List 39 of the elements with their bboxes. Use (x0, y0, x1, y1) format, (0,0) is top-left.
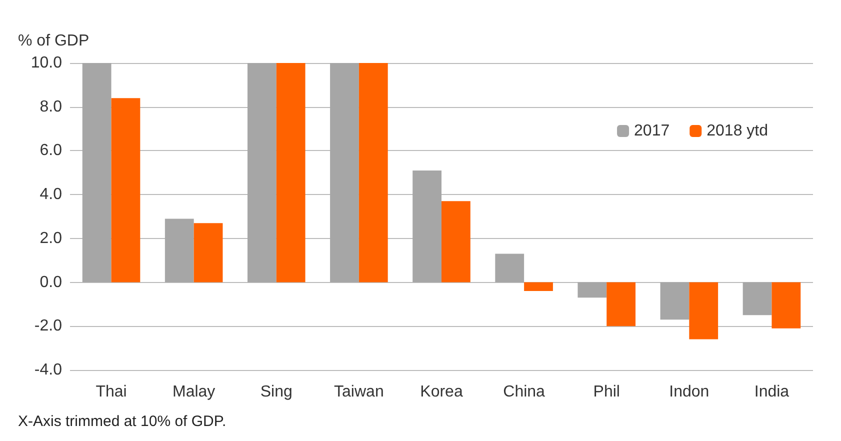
bar (524, 282, 553, 292)
text: X-Axis trimmed at 10% of GDP. (18, 413, 226, 430)
y-tick-label: 0.0 (40, 274, 62, 291)
bar (578, 282, 607, 298)
bar (194, 223, 223, 282)
bar (742, 282, 772, 316)
x-tick-label: Thai (96, 384, 127, 400)
bar (164, 218, 194, 282)
y-tick-label: 4.0 (40, 186, 62, 204)
bar (82, 63, 112, 282)
bar (412, 170, 442, 282)
y-tick-label: 6.0 (40, 142, 62, 160)
y-axis-title: % of GDP (18, 32, 90, 50)
y-tick-label: 8.0 (40, 98, 62, 116)
x-tick-label: Malay (172, 384, 216, 400)
x-tick-label: Indon (669, 384, 710, 400)
bar (772, 282, 801, 328)
x-tick-label: Taiwan (334, 384, 384, 400)
bar (358, 63, 388, 282)
legend-label: 2017 (634, 122, 670, 140)
bar (111, 98, 140, 282)
y-tick-label: 2.0 (40, 230, 62, 247)
legend-label: 2018 ytd (706, 122, 768, 140)
bar (276, 63, 306, 282)
y-tick-label: 10.0 (30, 54, 62, 72)
bar (442, 201, 470, 282)
bar (247, 63, 276, 282)
bar (495, 254, 524, 282)
y-tick-label: -2.0 (34, 318, 62, 335)
bar (689, 282, 718, 340)
bar (660, 282, 690, 320)
x-tick-label: Sing (260, 384, 292, 400)
bar (330, 63, 359, 282)
x-tick-label: Phil (593, 384, 620, 400)
bar (606, 282, 636, 326)
x-tick-label: China (503, 384, 546, 400)
x-tick-label: India (754, 384, 790, 400)
x-tick-label: Korea (420, 384, 463, 400)
y-tick-label: -4.0 (34, 362, 62, 378)
